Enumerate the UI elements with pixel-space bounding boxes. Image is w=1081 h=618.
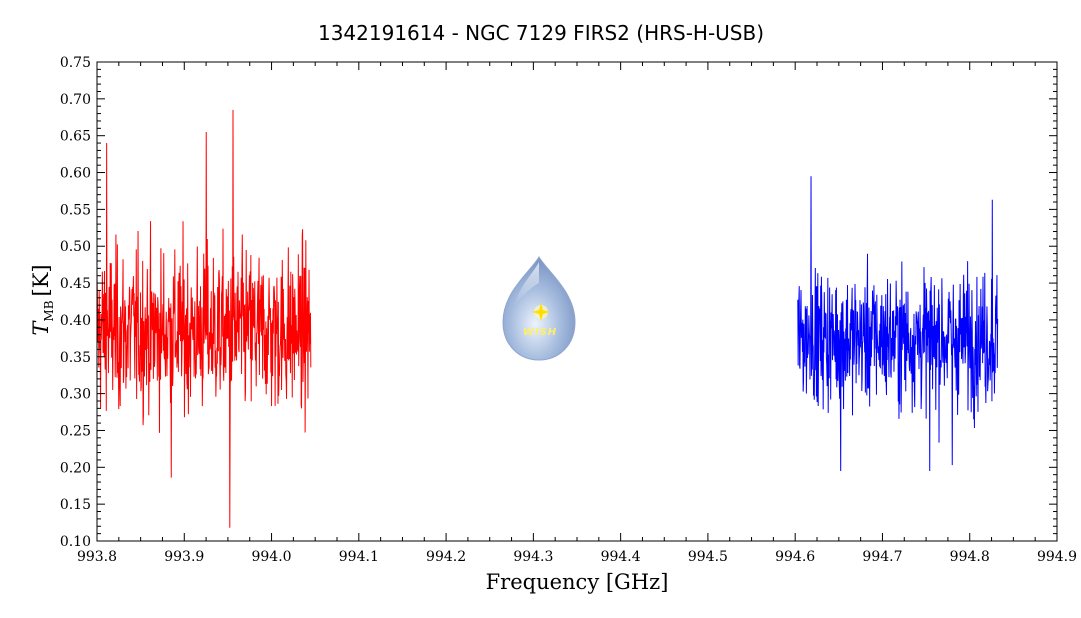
y-axis-label-sub: MB: [42, 300, 56, 321]
y-axis-label: TMB [K]: [29, 264, 56, 335]
y-axis-label-unit: [K]: [29, 264, 53, 296]
wish-logo: WISH: [502, 256, 576, 361]
y-tick-label: 0.25: [60, 423, 91, 439]
y-tick-label: 0.30: [60, 387, 91, 403]
y-tick-label: 0.70: [60, 92, 91, 108]
y-tick-label: 0.50: [60, 239, 91, 255]
y-tick-label: 0.35: [60, 350, 91, 366]
y-tick-label: 0.55: [60, 202, 91, 218]
star-icon: [532, 303, 550, 321]
y-tick-label: 0.40: [60, 313, 91, 329]
x-axis-label: Frequency [GHz]: [486, 570, 669, 594]
x-tick-label: 994.2: [426, 549, 466, 565]
x-tick-label: 994.8: [950, 549, 990, 565]
y-tick-label: 0.65: [60, 129, 91, 145]
x-tick-label: 994.9: [1037, 549, 1077, 565]
logo-text: WISH: [523, 327, 557, 338]
x-tick-label: 994.7: [862, 549, 902, 565]
x-tick-label: 993.8: [77, 549, 117, 565]
x-tick-label: 994.5: [688, 549, 728, 565]
x-tick-label: 994.0: [251, 549, 291, 565]
svg-text:TMB[K]: TMB [K]: [29, 264, 56, 335]
x-tick-label: 994.4: [601, 549, 641, 565]
spectrum-series-2: [797, 176, 999, 471]
series-layer: [96, 109, 999, 528]
chart-title: 1342191614 - NGC 7129 FIRS2 (HRS-H-USB): [318, 21, 764, 45]
y-tick-label: 0.60: [60, 166, 91, 182]
ticks-layer: 993.8 993.9 994.0 994.1 994.2 994.3 994.4 994.5…: [60, 55, 1077, 565]
x-tick-label: 993.9: [164, 549, 204, 565]
y-tick-label: 0.10: [60, 534, 91, 550]
y-tick-label: 0.75: [60, 55, 91, 71]
x-tick-label: 994.3: [513, 549, 553, 565]
x-tick-label: 994.6: [775, 549, 815, 565]
y-tick-label: 0.15: [60, 497, 91, 513]
y-tick-label: 0.45: [60, 276, 91, 292]
spectrum-series-1: [96, 109, 312, 528]
x-tick-label: 994.1: [339, 549, 379, 565]
y-tick-label: 0.20: [60, 460, 91, 476]
y-axis-label-main: T: [29, 320, 53, 336]
